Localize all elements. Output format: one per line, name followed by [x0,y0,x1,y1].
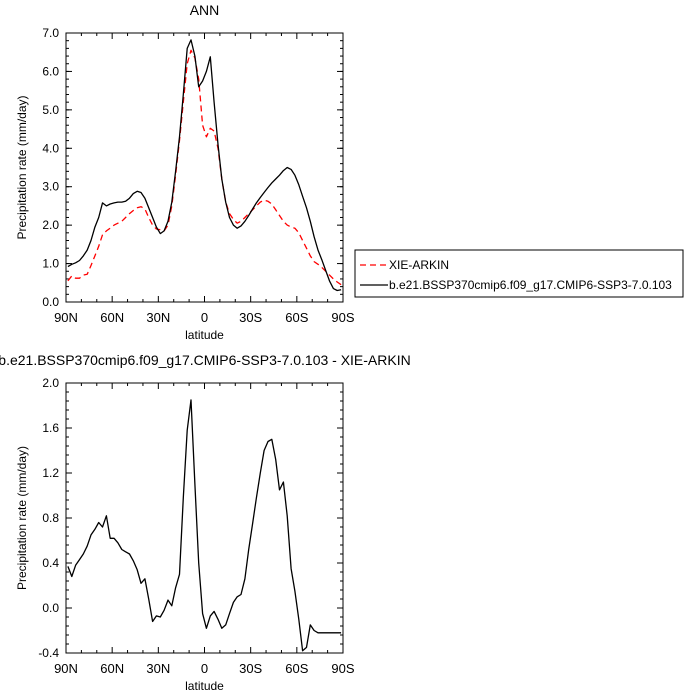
x-tick-label: 60S [285,661,308,676]
x-tick-label: 60S [285,310,308,325]
x-tick-label: 90S [331,661,354,676]
y-tick-label: 1.2 [42,466,59,480]
legend: XIE-ARKIN b.e21.BSSP370cmip6.f09_g17.CMIP… [354,249,684,298]
x-tick-label: 30N [146,310,170,325]
x-tick-label: 90N [54,661,78,676]
y-axis-label: Precipitation rate (mm/day) [15,95,29,239]
y-tick-label: 7.0 [42,26,59,40]
y-tick-label: 6.0 [42,64,59,78]
y-tick-label: 2.0 [42,376,59,390]
y-tick-label: 2.0 [42,218,59,232]
annual-precipitation-chart: 90N 60N 30N 0 30S 60S 90S 0.0 1.0 2.0 3.0 4.0 5.0 6.0… [15,2,355,342]
plot-frame [65,382,344,654]
x-axis-label: latitude [185,328,224,342]
y-tick-label: 0.0 [42,601,59,615]
legend-label: XIE-ARKIN [389,258,449,272]
x-tick-label: 0 [201,310,208,325]
chart-title: b.e21.BSSP370cmip6.f09_g17.CMIP6-SSP3-7.… [0,352,411,368]
legend-box [354,249,684,298]
series-line [67,399,342,652]
y-tick-label: 1.6 [42,421,59,435]
series-line-dashed [67,49,342,286]
x-tick-label: 90S [331,310,354,325]
chart-title: ANN [190,2,220,18]
precipitation-difference-chart: 90N 60N 30N 0 30S 60S 90S -0.4 0.0 0.4 0.8 1.2 1.6 2.… [0,352,411,693]
x-tick-label: 90N [54,310,78,325]
series-line [67,39,342,292]
x-tick-label: 60N [100,310,124,325]
y-tick-label: 5.0 [42,103,59,117]
y-axis-label: Precipitation rate (mm/day) [15,446,29,590]
x-tick-label: 30N [146,661,170,676]
x-tick-label: 30S [239,661,262,676]
x-tick-label: 0 [201,661,208,676]
y-tick-label: 0.8 [42,511,59,525]
x-axis-label: latitude [185,679,224,693]
y-tick-label: 0.4 [42,556,59,570]
y-tick-label: 0.0 [42,295,59,309]
plot-frame [65,32,344,303]
legend-label: b.e21.BSSP370cmip6.f09_g17.CMIP6-SSP3-7.… [389,278,672,292]
y-tick-label: 3.0 [42,180,59,194]
y-tick-label: 1.0 [42,257,59,271]
x-tick-label: 60N [100,661,124,676]
x-tick-label: 30S [239,310,262,325]
y-tick-label: -0.4 [38,646,59,660]
y-tick-label: 4.0 [42,141,59,155]
